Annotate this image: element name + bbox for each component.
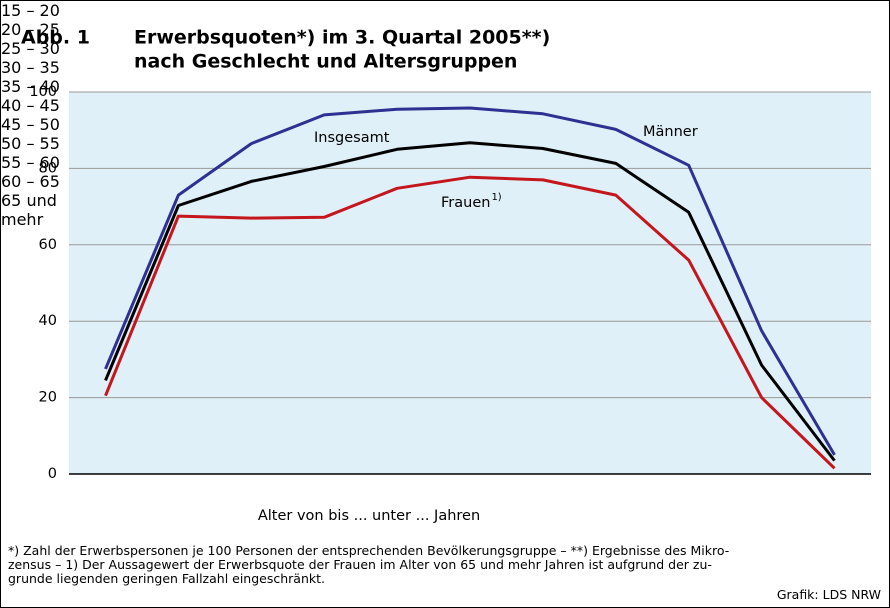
y-tick-label: 100 bbox=[29, 84, 57, 100]
x-tick-label: 20 – 25 bbox=[1, 20, 60, 39]
footnote-line: zensus – 1) Der Aussagewert der Erwerbsq… bbox=[8, 557, 712, 572]
x-tick-label: 30 – 35 bbox=[1, 58, 60, 77]
x-tick-label: 50 – 55 bbox=[1, 134, 60, 153]
series-note-marker: 1) bbox=[491, 192, 501, 203]
footnote-line: grunde liegenden geringen Fallzahl einge… bbox=[8, 571, 325, 586]
footnote: *) Zahl der Erwerbspersonen je 100 Perso… bbox=[8, 544, 729, 586]
x-tick-label: 45 – 50 bbox=[1, 115, 60, 134]
line bbox=[104, 175, 836, 470]
line bbox=[104, 106, 836, 456]
x-tick-label: 25 – 30 bbox=[1, 39, 60, 58]
y-tick-label: 80 bbox=[39, 160, 57, 176]
y-tick-label: 40 bbox=[39, 313, 57, 329]
chart-title: nach Geschlecht und Altersgruppen bbox=[134, 51, 517, 73]
series-label: Männer bbox=[643, 124, 698, 140]
figure-label: Abb. 1 bbox=[21, 27, 90, 49]
x-tick-label: 55 – 60 bbox=[1, 153, 60, 172]
x-tick-label: 15 – 20 bbox=[1, 1, 60, 20]
x-tick-label: 60 – 65 bbox=[1, 172, 60, 191]
source: Grafik: LDS NRW bbox=[776, 587, 881, 602]
y-tick-label: 20 bbox=[39, 390, 57, 406]
x-tick-label: 40 – 45 bbox=[1, 96, 60, 115]
y-tick-label: 60 bbox=[39, 237, 57, 253]
x-tick-label: 35 – 40 bbox=[1, 77, 60, 96]
x-axis-title: Alter von bis ... unter ... Jahren bbox=[257, 508, 481, 524]
chart-title: Erwerbsquoten*) im 3. Quartal 2005**) bbox=[134, 27, 550, 49]
line bbox=[104, 141, 836, 462]
y-tick-label: 0 bbox=[48, 466, 57, 482]
footnote-line: *) Zahl der Erwerbspersonen je 100 Perso… bbox=[8, 543, 730, 558]
series-label: Frauen bbox=[441, 195, 490, 211]
plot-area bbox=[69, 92, 871, 474]
series-label: Insgesamt bbox=[314, 130, 390, 146]
x-tick-label: 65 und mehr bbox=[1, 191, 57, 229]
